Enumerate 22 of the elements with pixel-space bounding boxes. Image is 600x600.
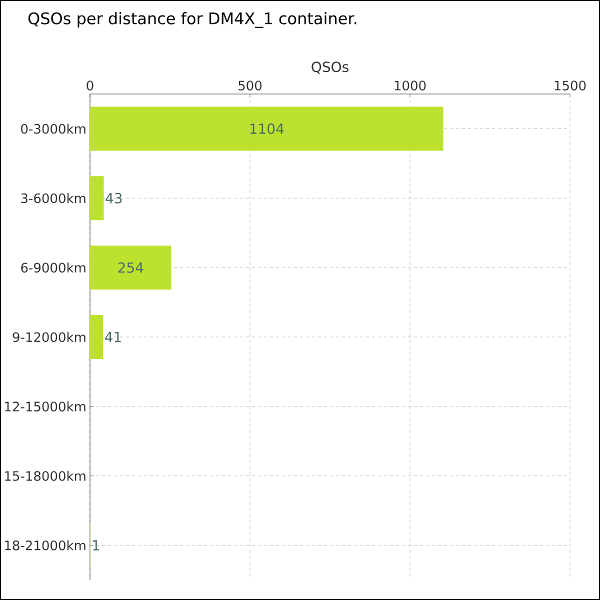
x-tick-label: 500 — [238, 80, 262, 90]
x-tick-label: 1000 — [394, 80, 426, 90]
y-tick-label: 12-15000km — [5, 401, 86, 412]
bar — [90, 176, 104, 220]
x-tick-label: 1500 — [554, 80, 586, 90]
y-tick-label: 9-12000km — [12, 332, 86, 342]
data-label: 254 — [118, 262, 144, 273]
bar — [90, 315, 104, 360]
x-tick-label: 0 — [86, 80, 94, 90]
y-tick-label: 15-18000km — [5, 470, 86, 481]
y-tick-label: 18-21000km — [5, 540, 86, 550]
data-label: 1104 — [250, 123, 284, 134]
y-tick-label: 3-6000km — [21, 193, 86, 204]
y-tick-label: 0-3000km — [21, 124, 86, 134]
bar — [90, 246, 172, 290]
data-label: 41 — [105, 332, 121, 342]
chart-title: QSOs per distance for DM4X_1 container. — [28, 12, 356, 28]
y-tick-label: 6-9000km — [21, 262, 86, 273]
data-label: 43 — [106, 192, 122, 204]
data-label: 1 — [93, 540, 100, 550]
bar — [90, 106, 444, 151]
x-axis-title: QSOs — [312, 62, 348, 74]
